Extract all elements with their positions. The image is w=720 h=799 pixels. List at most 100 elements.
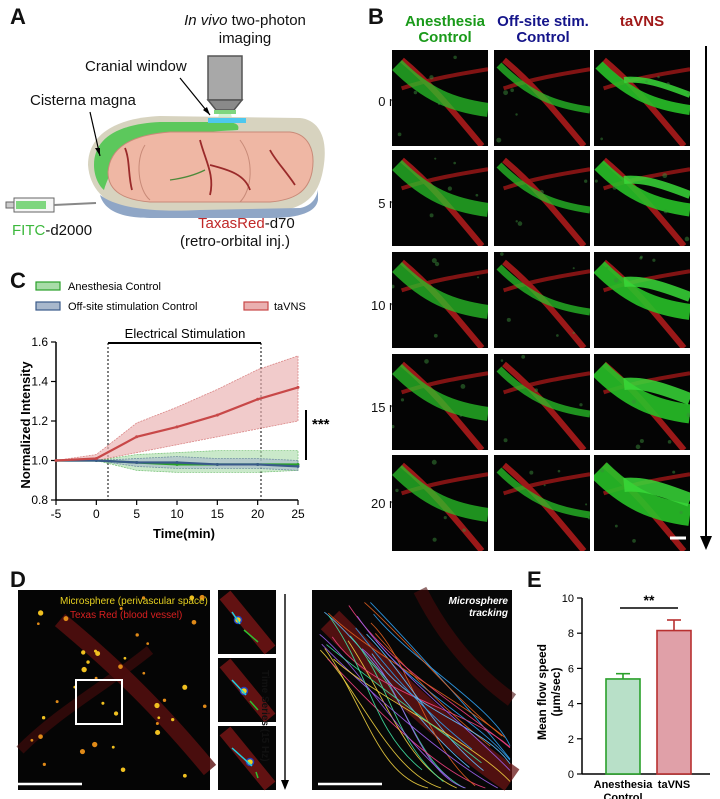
x-tick-label: 20 xyxy=(251,507,265,521)
retro-orbital-label: (retro-orbital inj.) xyxy=(180,233,291,250)
panel-c: Anesthesia Control Off-site stimulation … xyxy=(0,270,360,560)
fitc-colored: FITC xyxy=(12,222,46,239)
micro-img-r2-c1 xyxy=(494,252,590,348)
cortex-fold xyxy=(239,139,251,203)
panel-label-d: D xyxy=(10,567,26,592)
col-title-tavns-line1: taVNS xyxy=(619,13,665,30)
microsphere-tracking-image xyxy=(312,586,520,791)
blood-space xyxy=(100,190,318,218)
cranial-window-arrowhead xyxy=(203,107,210,115)
micro-img-r3-c2 xyxy=(594,354,690,450)
micro-img-r1-c2 xyxy=(594,150,690,246)
point-tavns xyxy=(94,457,98,461)
line-chart: Anesthesia Control Off-site stimulation … xyxy=(18,281,330,541)
y-tick-label: 1.2 xyxy=(31,414,48,428)
imaging-title: In vivo two-photon imaging xyxy=(165,12,325,48)
point-offsite xyxy=(135,460,139,464)
legend-yellow: Microsphere (perivascular space) xyxy=(60,596,208,607)
e-y-axis-label-line2: (µm/sec) xyxy=(549,668,563,717)
fitc-label: FITC-d2000 xyxy=(12,222,92,239)
cranial-window-label: Cranial window xyxy=(85,58,187,75)
y-axis-label: Normalized Intensity xyxy=(18,361,33,489)
point-tavns xyxy=(256,397,260,401)
micro-img-r1-c0 xyxy=(392,150,488,246)
e-y-tick-label: 8 xyxy=(568,628,574,640)
vessel-5 xyxy=(169,169,206,181)
col-title-anesthesia: Anesthesia Control xyxy=(390,14,500,46)
col-title-offsite-line1: Off-site stim. xyxy=(497,13,589,30)
syringe-fluid xyxy=(16,201,46,209)
e-y-axis-label-line1: Mean flow speed xyxy=(535,644,549,740)
tracking-label: Microsphere tracking xyxy=(428,596,508,620)
legend-swatch-tavns xyxy=(243,301,269,311)
x-tick-label: 5 xyxy=(133,507,140,521)
micro-img-r0-c2 xyxy=(594,50,690,146)
legend-red: Texas Red (blood vessel) xyxy=(70,610,183,621)
panel-label-c: C xyxy=(10,268,26,293)
e-y-tick-label: 0 xyxy=(568,769,574,781)
legend-swatch-offsite xyxy=(35,301,61,311)
csf-space xyxy=(94,122,239,190)
micro-img-r1-c1 xyxy=(494,150,590,246)
point-tavns xyxy=(54,459,58,462)
cisterna-arrowhead xyxy=(95,148,100,156)
x-axis-label: Time(min) xyxy=(153,526,215,541)
col-title-anesthesia-line1: Anesthesia xyxy=(404,13,486,30)
point-tavns xyxy=(135,435,139,439)
y-tick-label: 1.6 xyxy=(31,335,48,349)
time-series-frame-1 xyxy=(218,658,276,723)
point-tavns xyxy=(175,425,179,429)
e-y-tick-label: 4 xyxy=(568,699,574,711)
panel-label-b: B xyxy=(368,4,384,29)
micro-img-r3-c1 xyxy=(494,354,590,450)
point-offsite xyxy=(296,464,300,468)
micro-img-r0-c0 xyxy=(392,50,488,146)
vessel-3 xyxy=(209,164,251,191)
micro-img-r0-c1 xyxy=(494,50,590,146)
syringe-needle xyxy=(53,202,97,206)
bar-chart: Mean flow speed (µm/sec) ** 0 2 4 6 8 10 Anest… xyxy=(535,592,710,799)
micro-img-r4-c2 xyxy=(594,455,690,551)
microscopy-grid xyxy=(392,46,712,551)
e-category-label: Anesthesia xyxy=(594,779,654,791)
point-tavns xyxy=(215,413,219,417)
tracking-line2: tracking xyxy=(469,608,508,619)
x-tick-label: -5 xyxy=(51,507,62,521)
vessel-1 xyxy=(124,147,133,191)
micro-img-r4-c1 xyxy=(494,455,590,551)
cisterna-magna-label: Cisterna magna xyxy=(30,92,136,109)
plot-area: -5 0 5 10 15 20 25 0.8 1.0 1.2 1.4 1.6 xyxy=(31,335,305,521)
y-tick-label: 1.4 xyxy=(31,375,48,389)
fitc-rest: -d2000 xyxy=(45,222,93,239)
legend-text-offsite: Off-site stimulation Control xyxy=(68,301,197,313)
microsphere-main-image xyxy=(16,590,217,790)
texasred-rest: -d70 xyxy=(264,215,295,232)
point-offsite xyxy=(215,462,219,466)
texasred-colored: TaxasRed xyxy=(198,215,265,232)
brain-illustration xyxy=(5,55,325,218)
x-tick-label: 15 xyxy=(211,507,225,521)
panel-d: Microsphere (perivascular space) Texas R… xyxy=(0,560,520,799)
col-title-anesthesia-line2: Control xyxy=(418,29,472,46)
micro-img-r4-c0 xyxy=(392,455,488,551)
point-offsite xyxy=(256,462,260,466)
objective-lens xyxy=(214,110,236,114)
panel-label-a: A xyxy=(10,4,26,29)
legend-swatch-anesthesia xyxy=(35,281,61,291)
e-y-tick-label: 2 xyxy=(568,734,574,746)
time-series-arrowhead xyxy=(281,780,289,790)
panel-e: Mean flow speed (µm/sec) ** 0 2 4 6 8 10 Anest… xyxy=(520,560,720,799)
e-bar-1 xyxy=(656,629,692,775)
cranial-window xyxy=(208,118,246,123)
y-tick-label: 1.0 xyxy=(31,454,48,468)
objective-tip xyxy=(206,99,244,111)
stim-label: Electrical Stimulation xyxy=(125,326,246,341)
time-series-frame-2 xyxy=(218,726,276,791)
e-bar-0 xyxy=(605,678,641,775)
panel-label-e: E xyxy=(527,567,542,592)
col-title-offsite-line2: Control xyxy=(516,29,570,46)
x-tick-label: 0 xyxy=(93,507,100,521)
legend-text-tavns: taVNS xyxy=(274,301,306,313)
e-y-tick-label: 6 xyxy=(568,663,574,675)
